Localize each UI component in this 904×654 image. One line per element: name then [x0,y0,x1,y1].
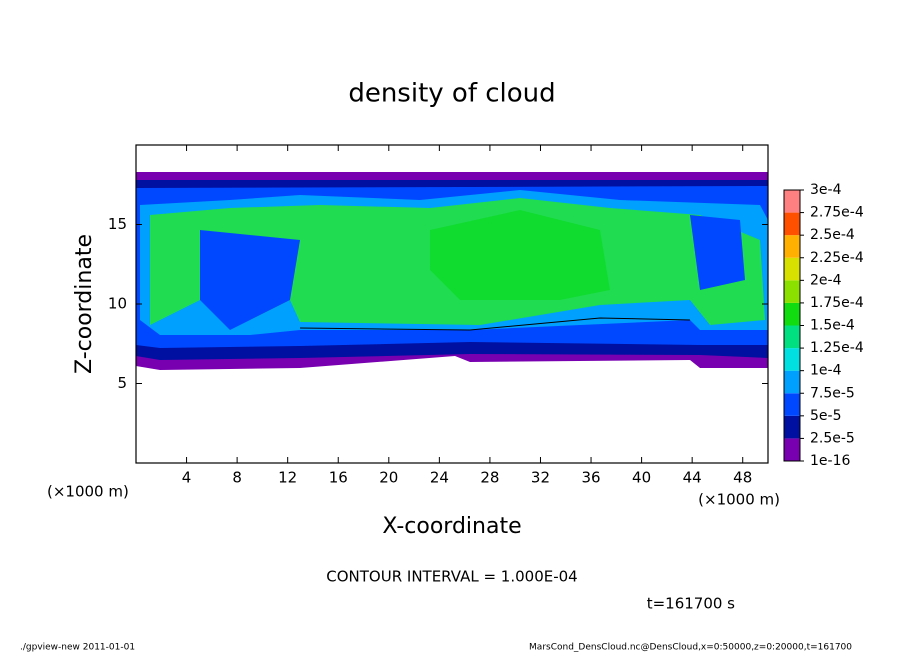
contour-line [299,317,691,331]
colorbar-box [784,370,800,394]
x-tick-label: 28 [480,469,499,487]
x-tick-label: 16 [329,469,348,487]
colorbar-label: 1e-16 [810,453,850,469]
colorbar-box [784,280,800,303]
colorbar-box [784,212,800,236]
colorbar-box [784,325,800,349]
field [136,172,768,370]
colorbar-label: 1.25e-4 [810,340,864,356]
x-tick-label: 40 [632,469,651,487]
x-tick-label: 24 [430,469,449,487]
x-tick-label: 48 [733,469,752,487]
colorbar-label: 5e-5 [810,408,841,424]
colorbar-label: 7.5e-5 [810,385,855,401]
colorbar-box [784,393,800,416]
colorbar-label: 1.5e-4 [810,318,855,334]
colorbar-label: 2e-4 [810,272,842,288]
field-patch [200,230,300,330]
x-tick-label: 20 [379,469,398,487]
colorbar-box [784,438,800,461]
colorbar-label: 3e-4 [810,182,842,198]
field-core [430,210,610,300]
x-tick-label: 4 [182,469,192,487]
colorbar-label: 1.75e-4 [810,295,864,311]
x-tick-label: 36 [581,469,600,487]
colorbar-label: 2.25e-4 [810,250,864,266]
y-unit: (×1000 m) [47,483,129,501]
field-patch [690,215,745,290]
time-label: t=161700 s [647,595,735,613]
colorbar-label: 2.75e-4 [810,205,864,221]
y-axis-label: Z-coordinate [72,234,97,374]
y-tick-label: 15 [108,215,127,233]
x-tick-label: 32 [531,469,550,487]
x-tick-label: 12 [278,469,297,487]
colorbar-box [784,415,800,439]
x-unit: (×1000 m) [698,491,780,509]
colorbar-box [784,235,800,258]
colorbar-box [784,302,800,326]
footer-left: ./gpview-new 2011-01-01 [20,643,135,653]
colorbar-label: 2.5e-4 [810,227,855,243]
annotation: CONTOUR INTERVAL = 1.000E-04 [326,568,577,586]
chart-title: density of cloud [348,79,555,109]
colorbar-label: 2.5e-5 [810,430,855,446]
y-tick-label: 5 [117,374,127,392]
footer-right: MarsCond_DensCloud.nc@DensCloud,x=0:5000… [529,643,852,653]
x-axis-label: X-coordinate [382,514,521,539]
colorbar-box [784,348,800,371]
x-tick-label: 44 [683,469,702,487]
colorbar-box [784,257,800,281]
colorbar-box [784,190,800,213]
y-tick-label: 10 [108,295,127,313]
colorbar-label: 1e-4 [810,363,842,379]
x-tick-label: 8 [232,469,242,487]
